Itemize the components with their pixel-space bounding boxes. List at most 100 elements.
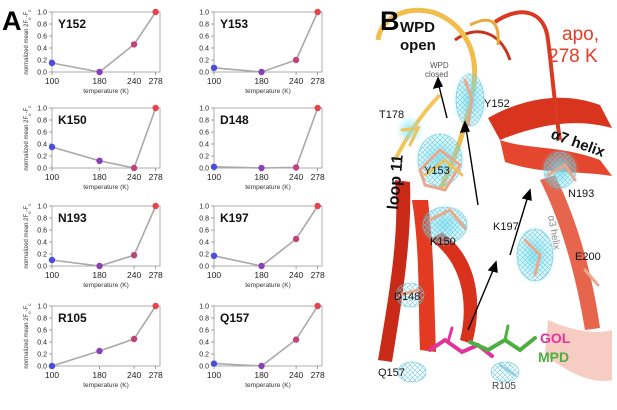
y-tick-label: 0.2 <box>199 252 209 259</box>
wpd-closed-label-1: WPD <box>430 61 449 70</box>
y-axis-label: normalized mean 2Fo-Fc <box>24 105 32 171</box>
x-tick-label: 240 <box>127 76 141 86</box>
data-point-180 <box>96 262 103 270</box>
y-tick-label: 0.0 <box>37 364 47 371</box>
y-tick-label: 0.4 <box>199 46 209 53</box>
x-tick-label: 240 <box>127 370 141 380</box>
data-point-240 <box>292 56 300 64</box>
data-point-240 <box>130 252 138 259</box>
x-tick-label: 180 <box>92 76 106 86</box>
x-axis-label: temperature (K) <box>245 184 291 191</box>
data-point-180 <box>258 164 265 172</box>
residue-label-d148: D148 <box>394 291 420 303</box>
chart-title: Y153 <box>220 17 248 31</box>
y-tick-label: 0.0 <box>37 264 47 271</box>
y-tick-label: 0.4 <box>199 240 209 247</box>
top-red-loop-2 <box>454 30 512 61</box>
wpd-loop-ribbon-2 <box>469 18 500 46</box>
chart-title: K150 <box>58 113 87 127</box>
data-point-100 <box>210 163 218 170</box>
residue-label-q157: Q157 <box>378 367 405 379</box>
apo-label-2: 278 K <box>548 46 598 67</box>
y-tick-label: 0.8 <box>199 216 209 223</box>
apo-label-1: apo, <box>562 24 599 45</box>
x-tick-label: 278 <box>311 370 325 380</box>
chart-y152: 0.0 0.2 0.4 0.6 0.8 1.0 100 180 240 278 temperatur… <box>24 9 163 95</box>
data-point-240 <box>130 41 138 48</box>
chart-title: R105 <box>58 311 87 325</box>
y-tick-label: 0.6 <box>199 328 209 335</box>
series-line <box>213 11 319 73</box>
x-tick-label: 240 <box>289 76 303 86</box>
x-tick-label: 180 <box>92 270 106 280</box>
residue-label-e200: E200 <box>575 251 601 263</box>
residue-label-t178: T178 <box>379 109 404 121</box>
panel-a-label: A <box>2 6 22 36</box>
wpd-closed-label-2: closed <box>425 70 448 79</box>
x-tick-label: 278 <box>149 76 163 86</box>
data-point-278 <box>152 302 159 310</box>
residue-label-y152: Y152 <box>484 98 510 110</box>
data-point-180 <box>258 68 265 76</box>
y-tick-label: 0.2 <box>199 352 209 359</box>
y-axis-label: normalized mean 2Fo-Fc <box>24 9 32 75</box>
x-axis-label: temperature (K) <box>83 282 129 289</box>
residue-label-k150: K150 <box>430 236 456 248</box>
y-tick-label: 0.0 <box>37 70 47 77</box>
chart-title: Y152 <box>58 17 86 31</box>
y-tick-label: 0.8 <box>37 118 47 125</box>
plot-frame <box>51 107 161 169</box>
plot-frame <box>213 205 323 267</box>
data-point-278 <box>314 8 321 16</box>
density-mesh-r105 <box>490 361 520 383</box>
data-point-180 <box>258 262 265 270</box>
x-tick-label: 278 <box>311 76 325 86</box>
x-axis-label: temperature (K) <box>245 88 291 95</box>
chart-q157: 0.0 0.2 0.4 0.6 0.8 1.0 100 180 240 278 temperatur… <box>199 302 325 389</box>
x-axis-label: temperature (K) <box>83 382 129 389</box>
loop11-strand-3 <box>430 232 478 344</box>
alpha3-helix-fade <box>545 320 612 381</box>
y-tick-label: 0.2 <box>37 58 47 65</box>
y-tick-label: 0.0 <box>199 264 209 271</box>
y-tick-label: 1.0 <box>199 304 209 311</box>
x-tick-label: 240 <box>289 172 303 182</box>
series-line <box>51 11 157 73</box>
y-tick-label: 0.8 <box>199 22 209 29</box>
wpd-open-title-2: open <box>400 37 436 54</box>
data-point-278 <box>152 202 159 210</box>
plot-frame <box>51 305 161 367</box>
y-tick-label: 1.0 <box>37 106 47 113</box>
data-point-180 <box>258 362 265 370</box>
top-red-loop <box>493 10 562 141</box>
y-tick-label: 0.2 <box>199 154 209 161</box>
data-point-278 <box>314 104 321 112</box>
x-tick-label: 278 <box>149 370 163 380</box>
y-tick-label: 0.6 <box>37 34 47 41</box>
loop11-strand-1 <box>378 180 411 362</box>
density-mesh-q157 <box>397 361 427 383</box>
y-tick-label: 0.4 <box>37 340 47 347</box>
data-point-100 <box>210 360 218 367</box>
x-tick-label: 180 <box>92 172 106 182</box>
x-tick-label: 180 <box>92 370 106 380</box>
y-tick-label: 0.6 <box>37 130 47 137</box>
wpd-open-title-1: WPD <box>400 19 435 36</box>
y-tick-label: 1.0 <box>199 204 209 211</box>
y-tick-label: 0.4 <box>37 240 47 247</box>
data-point-100 <box>48 256 56 264</box>
data-point-278 <box>152 104 159 112</box>
y-axis-label: normalized mean 2Fo-Fc <box>24 303 32 369</box>
series-line <box>51 305 157 367</box>
chart-title: K197 <box>220 211 249 225</box>
data-point-278 <box>314 302 321 310</box>
y-tick-label: 0.8 <box>37 216 47 223</box>
x-tick-label: 100 <box>45 370 59 380</box>
loop11-label: loop 11 <box>385 154 407 210</box>
y-tick-label: 0.6 <box>37 328 47 335</box>
series-line <box>213 205 319 267</box>
y-tick-label: 0.0 <box>199 70 209 77</box>
y-tick-label: 0.6 <box>199 130 209 137</box>
y-tick-label: 1.0 <box>37 10 47 17</box>
